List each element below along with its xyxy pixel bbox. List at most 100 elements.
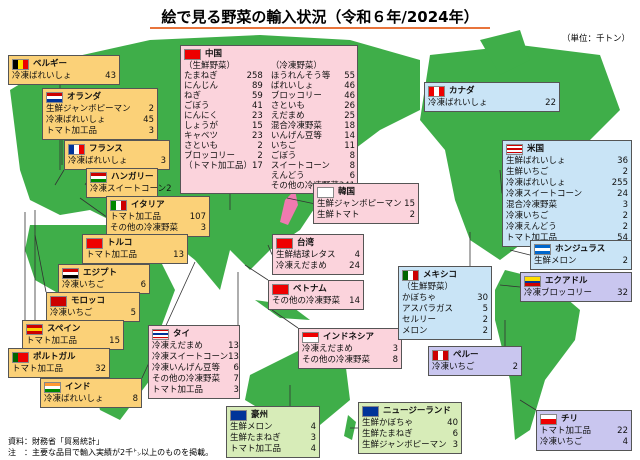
item-value: 3 xyxy=(622,200,628,210)
country-name: 韓国 xyxy=(338,186,356,197)
country-box: インドネシア 冷凍えだまめ 3 その他の冷凍野菜 8 xyxy=(298,328,402,369)
item-value: 24 xyxy=(349,261,360,271)
columns: 冷凍ばれいしょ 43 xyxy=(12,71,116,82)
item-row: いんげん豆等 14 xyxy=(271,131,355,141)
item-value: 26 xyxy=(344,101,356,111)
columns: 生鮮ジャンボピーマン 2 冷凍ばれいしょ 45 トマト加工品 3 xyxy=(46,104,154,137)
country-name: トルコ xyxy=(107,237,133,248)
flag xyxy=(506,143,523,155)
item-value: 2 xyxy=(409,210,415,220)
item-row: ブロッコリー 46 xyxy=(271,91,355,101)
flag xyxy=(272,283,289,295)
column: （生鮮野菜） たまねぎ 258 にんじん 89 ねぎ 59 ごぼう 41 にんにく 23 しょうが 15… xyxy=(184,61,263,191)
flag xyxy=(524,275,541,287)
item-row: 冷凍えだまめ 3 xyxy=(302,344,398,355)
item-row: トマト加工品 3 xyxy=(46,126,154,137)
item-name: ばれいしょ xyxy=(270,81,314,91)
item-row: さといも 26 xyxy=(271,101,355,111)
country-header: ニュージーランド xyxy=(362,404,458,418)
item-row: アスパラガス 5 xyxy=(402,304,488,315)
item-name: その他の冷凍野菜 xyxy=(110,223,179,233)
item-name: 冷凍ばれいしょ xyxy=(44,394,104,404)
flag xyxy=(402,269,419,281)
item-name: セルリー xyxy=(402,315,437,325)
item-row: 冷凍ばれいしょ 22 xyxy=(428,98,556,109)
country-header: 韓国 xyxy=(317,185,415,199)
columns: 生鮮メロン 2 xyxy=(534,256,628,267)
country-header: タイ xyxy=(152,327,236,341)
country-box: イタリア トマト加工品 107 その他の冷凍野菜 3 xyxy=(106,196,210,237)
column: 冷凍いちご 6 xyxy=(62,280,146,291)
flag xyxy=(302,331,319,343)
item-row: 冷凍いちご 5 xyxy=(50,308,136,319)
item-row: さといも 2 xyxy=(184,141,263,151)
item-row: トマト加工品 32 xyxy=(12,364,106,375)
item-row: スイートコーン 8 xyxy=(271,161,355,171)
item-value: 4 xyxy=(354,250,360,260)
flag xyxy=(317,186,334,198)
item-value: 3 xyxy=(233,385,239,395)
connector xyxy=(509,249,531,256)
item-value: 4 xyxy=(622,437,628,447)
item-row: 混合冷凍野菜 3 xyxy=(506,200,628,211)
country-box: 米国 生鮮ばれいしょ 36 生鮮いちご 2 冷凍ばれいしょ 255 冷凍スイートコーン 24 混合… xyxy=(502,140,632,247)
item-name: トマト加工品 xyxy=(540,426,592,436)
flag xyxy=(46,91,63,103)
item-value: 25 xyxy=(344,111,356,121)
item-name: ブロッコリー xyxy=(184,151,236,161)
item-row: 冷凍スイートコーン 13 xyxy=(152,352,239,363)
item-value: 40 xyxy=(447,418,458,428)
connector xyxy=(54,169,65,186)
country-header: オランダ xyxy=(46,90,154,104)
country-box: フランス 冷凍ばれいしょ 3 xyxy=(64,140,170,170)
country-name: オランダ xyxy=(67,91,102,102)
item-row: 冷凍いちご 4 xyxy=(540,437,628,448)
country-header: エクアドル xyxy=(524,274,628,288)
item-row: 冷凍えだまめ 24 xyxy=(276,261,360,272)
country-box: タイ 冷凍えだまめ 13 冷凍スイートコーン 13 冷凍いんげん豆等 6 その他の冷凍野菜 7 ト… xyxy=(148,325,240,399)
country-box: ニュージーランド生鮮かぼちゃ 40 生鮮たまねぎ 6 生鮮ジャンボピーマン 3 xyxy=(358,402,462,454)
item-value: 17 xyxy=(252,161,263,171)
item-row: トマト加工品 107 xyxy=(110,212,206,223)
item-name: 生鮮結球レタス xyxy=(276,250,336,260)
item-name: 生鮮メロン xyxy=(534,256,577,266)
item-value: 13 xyxy=(228,341,239,351)
item-name: その他の冷凍野菜 xyxy=(272,296,341,306)
country-name: ポルトガル xyxy=(33,351,76,362)
country-header: インドネシア xyxy=(302,330,398,344)
item-row: ごぼう 8 xyxy=(271,151,355,161)
connector xyxy=(34,234,47,293)
columns: 冷凍ばれいしょ 3 xyxy=(68,156,166,167)
footnote: 注 ：主要な品目で輸入実績が2千㌧以上のものを掲載。 xyxy=(8,448,214,457)
column: （冷凍野菜） ほうれんそう等 55 ばれいしょ 46 ブロッコリー 46 さといも 26 えだまめ… xyxy=(271,61,355,191)
columns: 生鮮かぼちゃ 40 生鮮たまねぎ 6 生鮮ジャンボピーマン 3 xyxy=(362,418,458,451)
column: トマト加工品 15 xyxy=(26,336,120,347)
country-name: ベルギー xyxy=(33,58,68,69)
item-name: トマト加工品 xyxy=(12,364,64,374)
country-header: 中国 xyxy=(184,47,354,61)
country-box: オランダ生鮮ジャンボピーマン 2 冷凍ばれいしょ 45 トマト加工品 3 xyxy=(42,88,158,140)
country-name: モロッコ xyxy=(71,295,106,306)
item-name: ねぎ xyxy=(184,91,202,101)
item-value: 2 xyxy=(482,315,488,325)
item-value: 15 xyxy=(109,336,120,346)
item-value: 14 xyxy=(349,296,360,306)
column: 生鮮かぼちゃ 40 生鮮たまねぎ 6 生鮮ジャンボピーマン 3 xyxy=(362,418,458,451)
item-name: 生鮮いちご xyxy=(506,167,549,177)
item-name: 生鮮ジャンボピーマン xyxy=(362,440,447,450)
item-row: トマト加工品 4 xyxy=(230,444,316,455)
item-name: 冷凍スイートコーン xyxy=(90,184,167,194)
item-name: 冷凍えだまめ xyxy=(302,344,353,354)
item-row: その他の冷凍野菜 8 xyxy=(302,355,398,366)
country-name: ニュージーランド xyxy=(383,405,451,416)
item-name: トマト加工品 xyxy=(86,250,138,260)
country-name: カナダ xyxy=(449,85,475,96)
flag xyxy=(12,58,29,70)
item-value: 30 xyxy=(477,293,488,303)
country-header: インド xyxy=(44,380,138,394)
item-row: かぼちゃ 30 xyxy=(402,293,488,304)
flag xyxy=(50,295,67,307)
connector xyxy=(286,197,314,204)
connector xyxy=(271,309,299,329)
